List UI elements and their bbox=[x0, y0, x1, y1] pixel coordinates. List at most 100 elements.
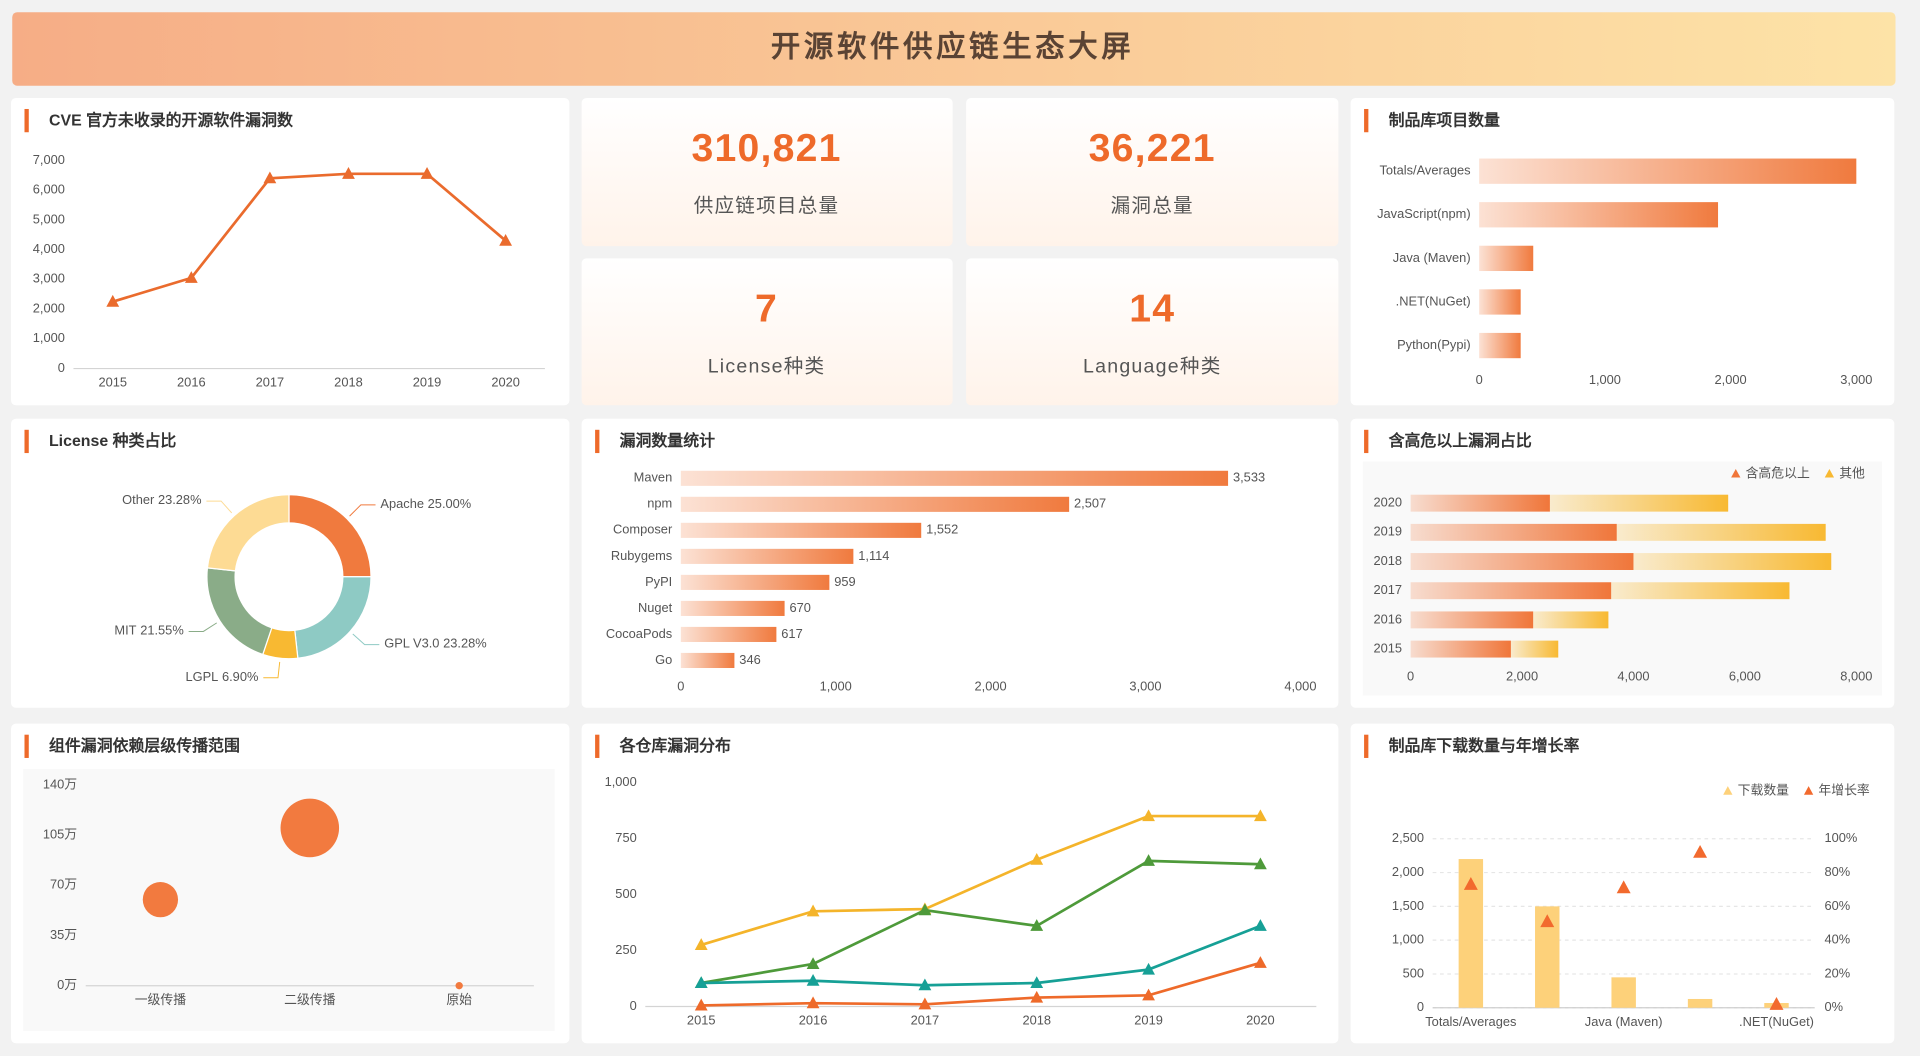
y-tick-label: Rubygems bbox=[611, 548, 672, 563]
point bbox=[1142, 962, 1155, 975]
bar bbox=[1510, 640, 1559, 658]
legend-marker bbox=[1824, 468, 1835, 478]
y-tick-label: Java (Maven) bbox=[1393, 250, 1471, 265]
slice-category: Other bbox=[122, 492, 155, 507]
x-tick-label: 1,000 bbox=[1589, 372, 1621, 387]
data-label: 617 bbox=[781, 626, 802, 641]
bar bbox=[1410, 553, 1634, 570]
bar bbox=[1687, 998, 1713, 1008]
kpi-label: 漏洞总量 bbox=[1111, 195, 1194, 217]
point bbox=[806, 904, 820, 917]
line bbox=[700, 814, 1261, 947]
bubble bbox=[142, 882, 179, 918]
y-tick-label: 500 bbox=[615, 886, 636, 901]
y-tick-label: 70万 bbox=[50, 877, 77, 892]
panel-title: CVE 官方未收录的开源软件漏洞数 bbox=[49, 110, 293, 129]
y-tick-label: 1,000 bbox=[605, 774, 637, 789]
slice-value: 25.00% bbox=[428, 496, 472, 511]
panel bbox=[11, 418, 570, 708]
x-tick-label: 1,000 bbox=[820, 678, 852, 693]
bar bbox=[1410, 582, 1612, 600]
bar bbox=[1533, 611, 1609, 629]
leader-line bbox=[349, 504, 376, 517]
slice-value: 6.90% bbox=[222, 669, 258, 684]
legend-marker bbox=[1731, 468, 1741, 478]
bar bbox=[1410, 494, 1550, 512]
data-label: 1,552 bbox=[926, 522, 958, 537]
point bbox=[106, 294, 120, 307]
x-tick-label: 2017 bbox=[256, 375, 285, 390]
bar bbox=[680, 470, 1229, 486]
bubble bbox=[280, 798, 340, 858]
bar bbox=[1410, 640, 1511, 658]
x-tick-label: 2019 bbox=[413, 375, 442, 390]
kpi-card bbox=[966, 97, 1339, 247]
leader-line bbox=[263, 661, 281, 679]
x-tick-label: 4,000 bbox=[1284, 678, 1316, 693]
bar bbox=[680, 522, 922, 538]
y-tick-label: 0 bbox=[1417, 999, 1424, 1014]
y-tick-label: 60% bbox=[1824, 898, 1850, 913]
y-tick-label: 140万 bbox=[43, 776, 77, 791]
bar bbox=[1616, 523, 1826, 541]
data-label: 1,114 bbox=[858, 548, 889, 563]
x-tick-label: 2018 bbox=[1022, 1013, 1051, 1028]
panel-title: License 种类占比 bbox=[49, 431, 176, 450]
x-tick-label: 6,000 bbox=[1729, 669, 1761, 684]
y-tick-label: 2015 bbox=[1373, 640, 1402, 655]
point bbox=[806, 996, 820, 1009]
y-tick-label: 0% bbox=[1824, 999, 1843, 1014]
point bbox=[1254, 857, 1267, 870]
point bbox=[342, 167, 355, 179]
y-tick-label: Python(Pypi) bbox=[1397, 337, 1471, 352]
point bbox=[1030, 853, 1044, 865]
x-tick-label: 2016 bbox=[799, 1013, 828, 1028]
x-tick-label: 2015 bbox=[98, 375, 127, 390]
point bbox=[420, 167, 434, 179]
y-tick-label: 100% bbox=[1824, 830, 1857, 845]
point bbox=[1030, 919, 1044, 931]
slice-label: LGPL 6.90% bbox=[185, 669, 258, 684]
point bbox=[806, 974, 820, 986]
point bbox=[918, 903, 932, 916]
legend-label: 含高危以上 bbox=[1746, 465, 1810, 480]
point bbox=[1254, 919, 1267, 931]
bar bbox=[680, 652, 735, 669]
kpi-value: 310,821 bbox=[691, 127, 841, 170]
slice-category: Apache bbox=[380, 496, 424, 511]
bar bbox=[1410, 523, 1617, 541]
slice-label: Other 23.28% bbox=[122, 492, 201, 507]
bar bbox=[1479, 158, 1857, 184]
x-tick-label: Totals/Averages bbox=[1425, 1014, 1516, 1029]
bar bbox=[1633, 553, 1832, 570]
y-tick-label: 2020 bbox=[1373, 495, 1402, 510]
point bbox=[1693, 844, 1708, 858]
point bbox=[1254, 956, 1267, 968]
point bbox=[1769, 997, 1784, 1010]
panel-title: 漏洞数量统计 bbox=[620, 431, 716, 450]
slice-value: 21.55% bbox=[140, 623, 184, 638]
line bbox=[112, 172, 507, 303]
panel-title-accent bbox=[1364, 429, 1369, 454]
point bbox=[1030, 990, 1044, 1003]
point bbox=[1030, 976, 1044, 989]
y-tick-label: Totals/Averages bbox=[1379, 163, 1470, 178]
point bbox=[184, 271, 198, 283]
bar bbox=[680, 496, 1070, 512]
slice bbox=[206, 494, 290, 572]
data-label: 3,533 bbox=[1233, 470, 1265, 485]
y-tick-label: 0 bbox=[630, 998, 637, 1013]
y-tick-label: 2,000 bbox=[1392, 864, 1424, 879]
y-tick-label: 5,000 bbox=[33, 211, 65, 226]
bar bbox=[1410, 611, 1534, 629]
x-tick-label: 2016 bbox=[177, 375, 206, 390]
x-tick-label: 2017 bbox=[911, 1013, 940, 1028]
bar bbox=[680, 548, 854, 564]
kpi-cards: 310,821 供应链项目总量 36,221 漏洞总量 7 License种类 … bbox=[581, 97, 1339, 406]
slice-category: GPL V3.0 bbox=[384, 636, 439, 651]
data-label: 670 bbox=[789, 600, 810, 615]
kpi-value: 14 bbox=[1129, 287, 1175, 330]
x-tick-label: 3,000 bbox=[1840, 372, 1872, 387]
leader-line bbox=[352, 633, 380, 646]
